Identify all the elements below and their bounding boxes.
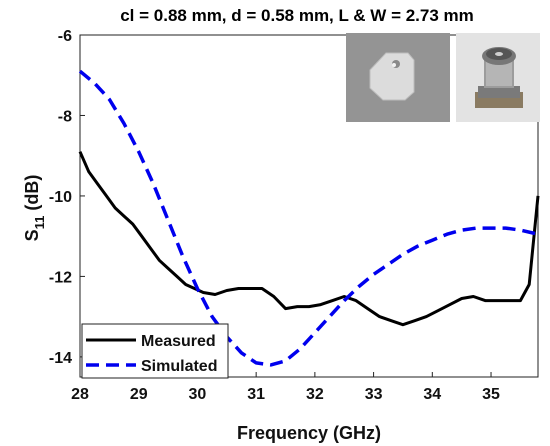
x-tick-label: 33 [365, 386, 383, 403]
x-axis-label: Frequency (GHz) [237, 423, 381, 443]
series-lines [78, 69, 540, 367]
x-tick-label: 28 [71, 386, 89, 403]
y-tick-label: -12 [49, 269, 72, 286]
y-axis-label: S11 (dB) [22, 175, 47, 242]
legend: Measured Simulated [81, 323, 229, 379]
x-axis-ticks: 28 29 30 31 32 33 34 35 [71, 372, 500, 403]
x-tick-label: 32 [306, 386, 324, 403]
y-axis-label-unit: (dB) [22, 175, 42, 216]
series-line-simulated [78, 69, 539, 367]
y-tick-label: -14 [49, 350, 72, 367]
legend-simulated-label: Simulated [141, 358, 217, 375]
x-tick-label: 31 [247, 386, 265, 403]
chart-title: cl = 0.88 mm, d = 0.58 mm, L & W = 2.73 … [120, 6, 474, 25]
y-tick-label: -6 [58, 28, 72, 45]
antenna-photo [346, 33, 450, 122]
connector-photo [456, 33, 540, 122]
y-axis-label-sub: 11 [32, 216, 47, 230]
x-tick-label: 34 [423, 386, 441, 403]
x-tick-label: 30 [189, 386, 207, 403]
y-axis-ticks: -6 -8 -10 -12 -14 [49, 28, 85, 367]
x-tick-label: 35 [482, 386, 500, 403]
legend-measured-label: Measured [141, 333, 216, 350]
y-axis-label-main: S [22, 229, 42, 241]
y-tick-label: -10 [49, 189, 72, 206]
x-tick-label: 29 [130, 386, 148, 403]
series-line-measured [78, 151, 540, 327]
y-tick-label: -8 [58, 108, 72, 125]
legend-box [81, 323, 229, 379]
